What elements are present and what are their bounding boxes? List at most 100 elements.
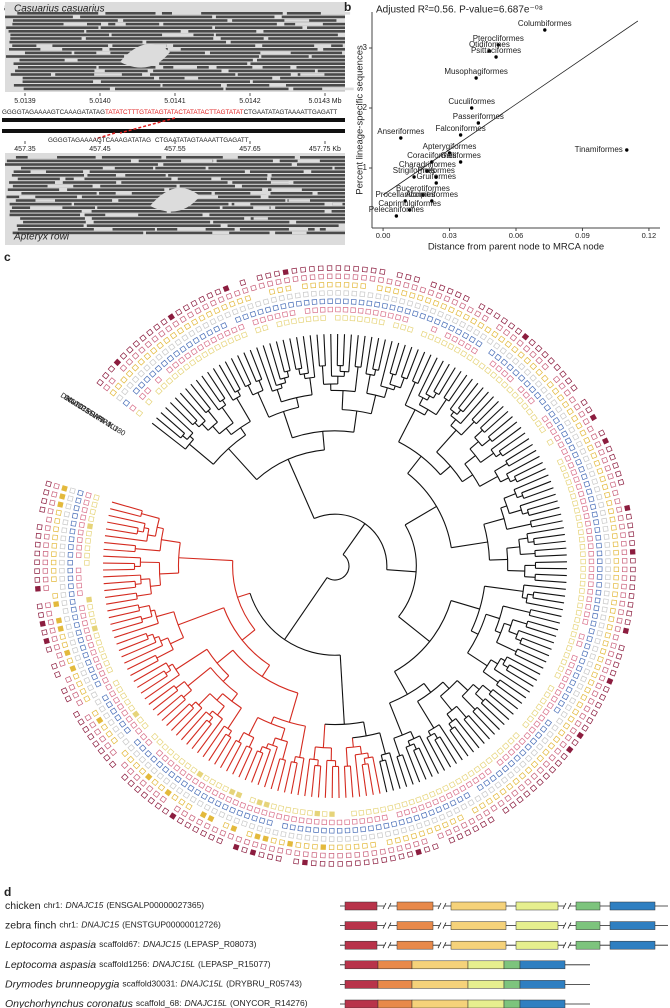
gene-cell: [372, 309, 379, 316]
branch: [341, 390, 344, 410]
read: [230, 40, 345, 44]
x-tick-label: 0.06: [509, 231, 524, 240]
point: [458, 160, 463, 164]
branch: [323, 334, 326, 366]
branch-arc: [471, 419, 477, 425]
gene-cell: [516, 795, 524, 804]
branch: [165, 669, 171, 674]
branch: [147, 534, 156, 537]
branch: [508, 449, 537, 467]
gene-cell: [89, 508, 96, 516]
branch: [236, 397, 251, 422]
gene-cell: [546, 438, 554, 446]
location: scaffold67:: [99, 939, 140, 949]
gene-cell: [213, 325, 221, 333]
gene-cell: [387, 804, 394, 812]
gene-cell: [507, 759, 516, 768]
gene: DNAJC15: [81, 920, 119, 930]
gene-cell: [585, 462, 593, 470]
gene-cell: [581, 724, 589, 732]
gene-cell: [185, 773, 193, 781]
gene-cell: [154, 802, 163, 810]
read: [23, 87, 110, 91]
branch: [484, 410, 509, 433]
branch: [439, 736, 457, 764]
gene-cell: [96, 716, 104, 724]
branch: [137, 670, 165, 688]
gene-cell: [223, 329, 231, 337]
gene-cell: [478, 303, 486, 311]
branch-arc: [219, 398, 226, 403]
gene-cell: [475, 340, 483, 348]
gene-cell: [611, 533, 618, 539]
branch: [177, 607, 224, 626]
gene-cell: [422, 793, 429, 801]
gene-cell: [580, 473, 588, 481]
gene-cell: [488, 348, 496, 357]
branch: [141, 513, 160, 519]
gene-cell: [545, 421, 554, 429]
branch: [317, 765, 322, 798]
gene-cell: [225, 814, 233, 822]
gene-cell: [182, 304, 190, 312]
gene-cell: [401, 290, 408, 297]
gene-cell: [431, 816, 439, 824]
gene-cell: [62, 607, 69, 615]
gene-cell: [529, 374, 537, 382]
branch: [218, 364, 236, 393]
gene-cell: [539, 697, 547, 705]
read-gap: [40, 48, 63, 51]
gene-cell: [487, 816, 495, 824]
gene-cell: [472, 825, 480, 833]
gene-cell: [568, 661, 576, 669]
gene-cell: [298, 317, 305, 324]
gene-cell: [150, 755, 158, 763]
gene-cell: [268, 811, 275, 818]
branch: [534, 547, 567, 552]
branch: [165, 407, 194, 434]
gene-cell: [362, 851, 369, 857]
gene-cell: [312, 315, 319, 322]
gene-cell: [59, 543, 66, 550]
gene-cell: [563, 419, 572, 427]
gene-cell: [76, 544, 82, 551]
gene-cell: [588, 558, 595, 565]
exon: [519, 980, 566, 989]
gene-cell: [383, 294, 390, 301]
gene-cell: [352, 827, 359, 833]
gene-cell: [131, 363, 140, 372]
gene-cell: [580, 675, 588, 683]
protein-id: (ENSTGUP00000012726): [122, 920, 221, 930]
gene-cell: [328, 844, 335, 851]
branch: [432, 392, 437, 399]
branch: [504, 622, 512, 627]
gene-cell: [565, 644, 573, 652]
gene-cell: [96, 378, 104, 387]
gene-cell: [143, 375, 151, 384]
gene-cell: [195, 325, 203, 333]
gene-cell: [151, 335, 159, 343]
gene-cell: [484, 768, 492, 776]
gene-cell: [432, 798, 440, 806]
gene-cell: [75, 497, 82, 504]
read: [163, 163, 292, 166]
branch: [191, 701, 197, 707]
gene-cell: [59, 576, 65, 582]
gene-cell: [64, 695, 72, 703]
branch: [514, 653, 544, 669]
gene-cell: [149, 358, 157, 367]
gene-cell: [560, 752, 568, 761]
gene-cell: [79, 687, 87, 695]
gene-cell: [190, 347, 198, 356]
gene-cell: [230, 326, 238, 334]
gene-cell: [438, 284, 446, 292]
branch: [309, 377, 313, 395]
point: [434, 175, 438, 179]
read-gap: [47, 184, 74, 188]
gene-cell: [386, 278, 393, 285]
branch: [284, 577, 328, 640]
gene-cell: [460, 821, 468, 829]
gene-cell: [370, 841, 377, 848]
point: [394, 214, 399, 218]
gene-cell: [95, 663, 103, 670]
